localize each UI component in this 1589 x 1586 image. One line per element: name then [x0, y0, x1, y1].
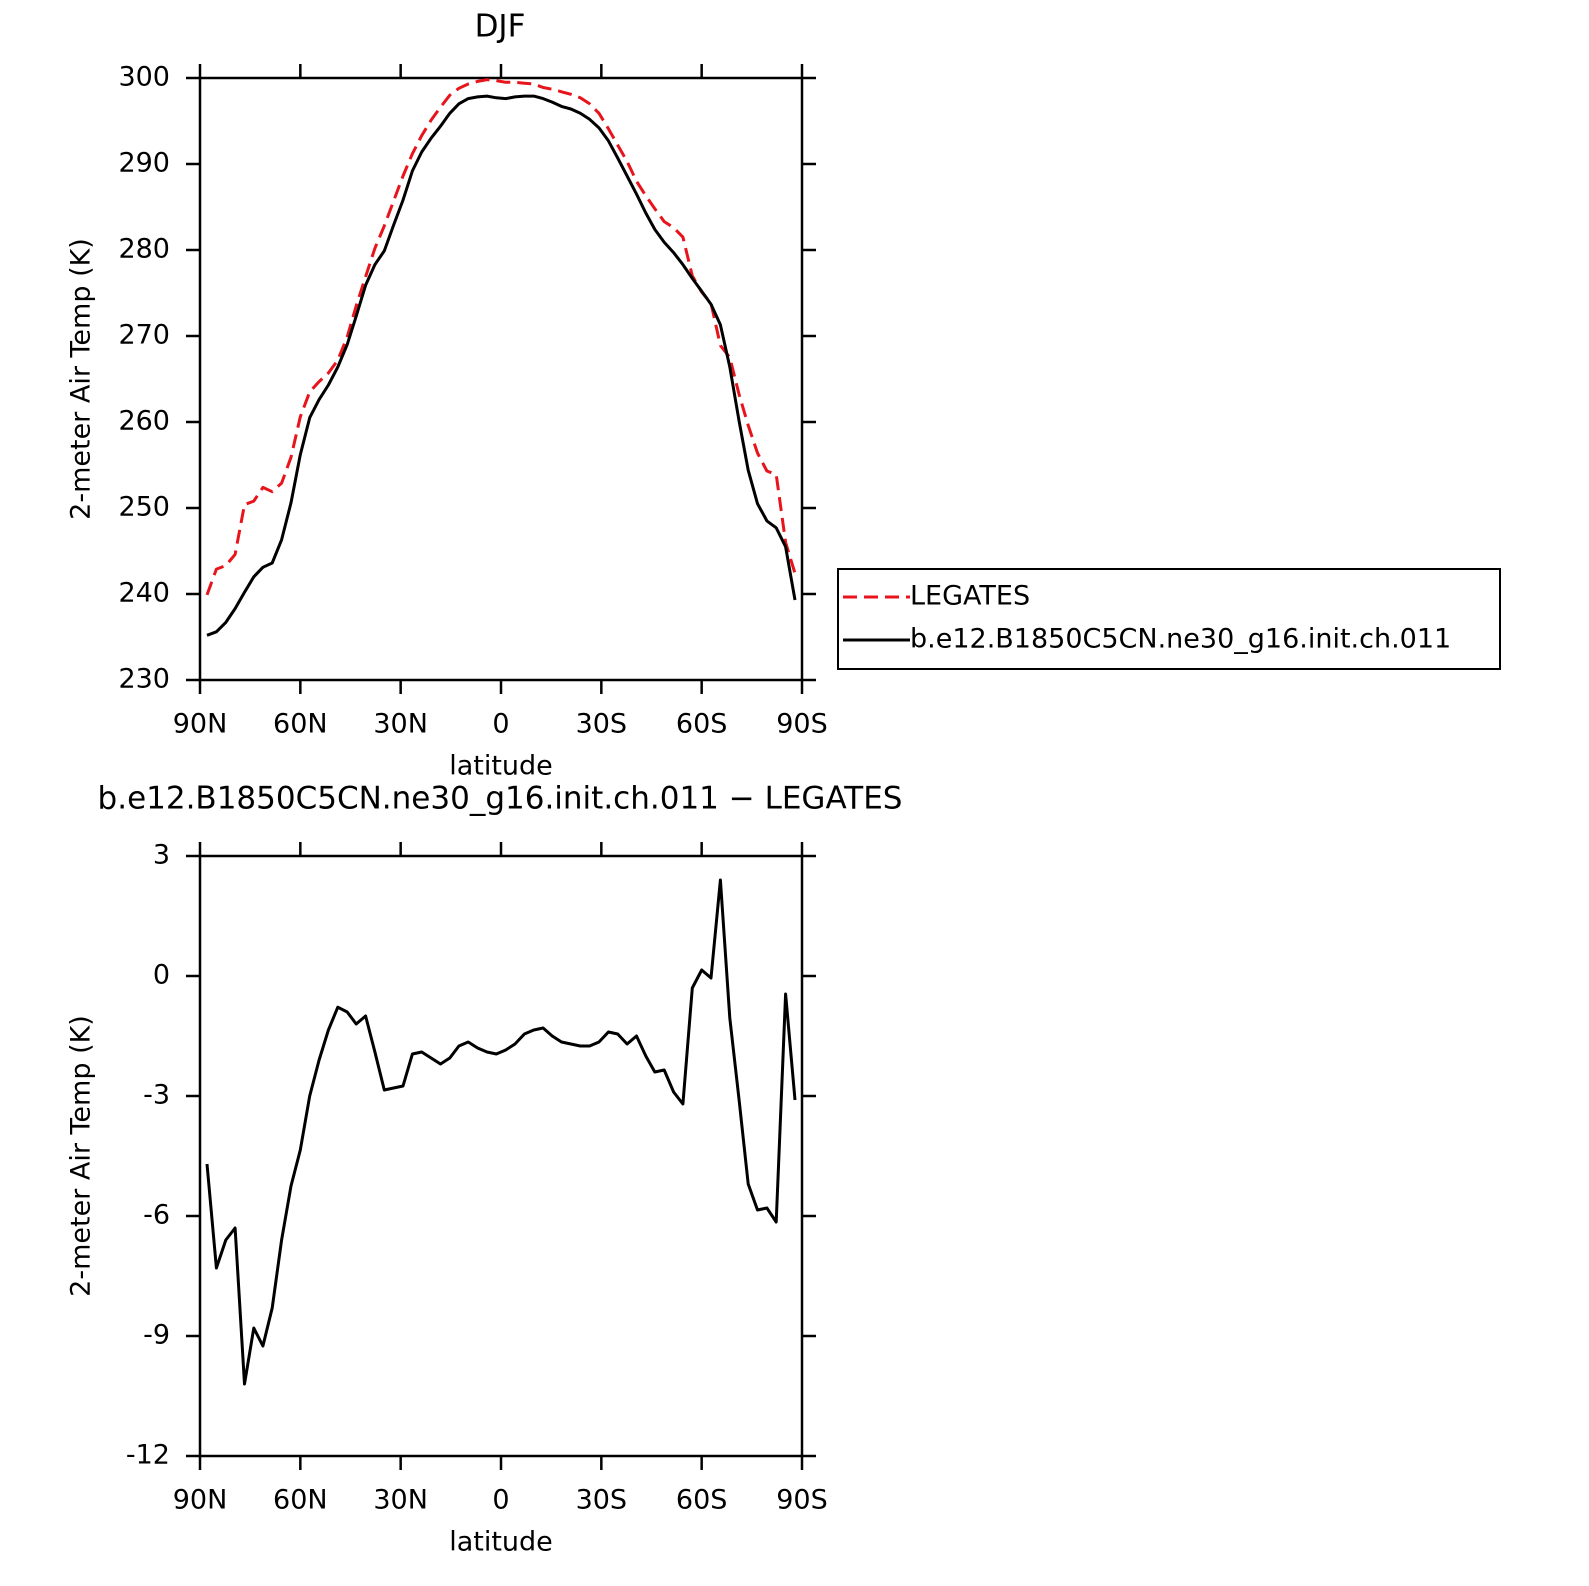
- plot-frame: [198, 854, 804, 1458]
- y-tick-label: 230: [118, 664, 170, 695]
- x-tick-label: 30S: [576, 709, 628, 740]
- x-tick-label: 90N: [173, 1485, 228, 1516]
- x-axis-label: latitude: [449, 1527, 553, 1558]
- y-tick-label: -9: [143, 1320, 170, 1351]
- y-tick-label: -12: [126, 1440, 170, 1471]
- y-tick-label: 290: [118, 148, 170, 179]
- y-tick-label: 300: [118, 62, 170, 93]
- data-line: [206, 94, 797, 637]
- y-tick-label: 250: [118, 492, 170, 523]
- x-tick-label: 60S: [676, 709, 728, 740]
- y-tick-label: -6: [143, 1200, 170, 1231]
- y-tick-label: 260: [118, 406, 170, 437]
- y-tick-label: 0: [153, 960, 170, 991]
- x-tick-label: 60N: [273, 1485, 328, 1516]
- x-tick-label: 90S: [776, 1485, 828, 1516]
- data-line: [205, 878, 797, 1386]
- x-tick-label: 30N: [373, 1485, 428, 1516]
- plot-frame: [198, 76, 804, 682]
- x-tick-label: 90S: [776, 709, 828, 740]
- x-tick-label: 90N: [173, 709, 228, 740]
- y-tick-label: 240: [118, 578, 170, 609]
- x-tick-label: 60S: [676, 1485, 728, 1516]
- chart-title: DJF: [475, 9, 526, 45]
- legend-label: b.e12.B1850C5CN.ne30_g16.init.ch.011: [910, 624, 1451, 655]
- y-tick-label: 3: [153, 840, 170, 871]
- chart-title: b.e12.B1850C5CN.ne30_g16.init.ch.011 − L…: [98, 781, 903, 817]
- x-tick-label: 30N: [373, 709, 428, 740]
- y-tick-label: -3: [143, 1080, 170, 1111]
- x-tick-label: 60N: [273, 709, 328, 740]
- y-tick-label: 280: [118, 234, 170, 265]
- y-axis-label: 2-meter Air Temp (K): [66, 238, 97, 520]
- x-tick-label: 30S: [576, 1485, 628, 1516]
- y-tick-label: 270: [118, 320, 170, 351]
- data-line: [205, 78, 797, 596]
- legend-label: LEGATES: [910, 581, 1030, 612]
- x-axis-label: latitude: [449, 751, 553, 782]
- x-tick-label: 0: [492, 709, 509, 740]
- x-tick-label: 0: [492, 1485, 509, 1516]
- legend-box: [837, 568, 1501, 670]
- y-axis-label: 2-meter Air Temp (K): [66, 1015, 97, 1297]
